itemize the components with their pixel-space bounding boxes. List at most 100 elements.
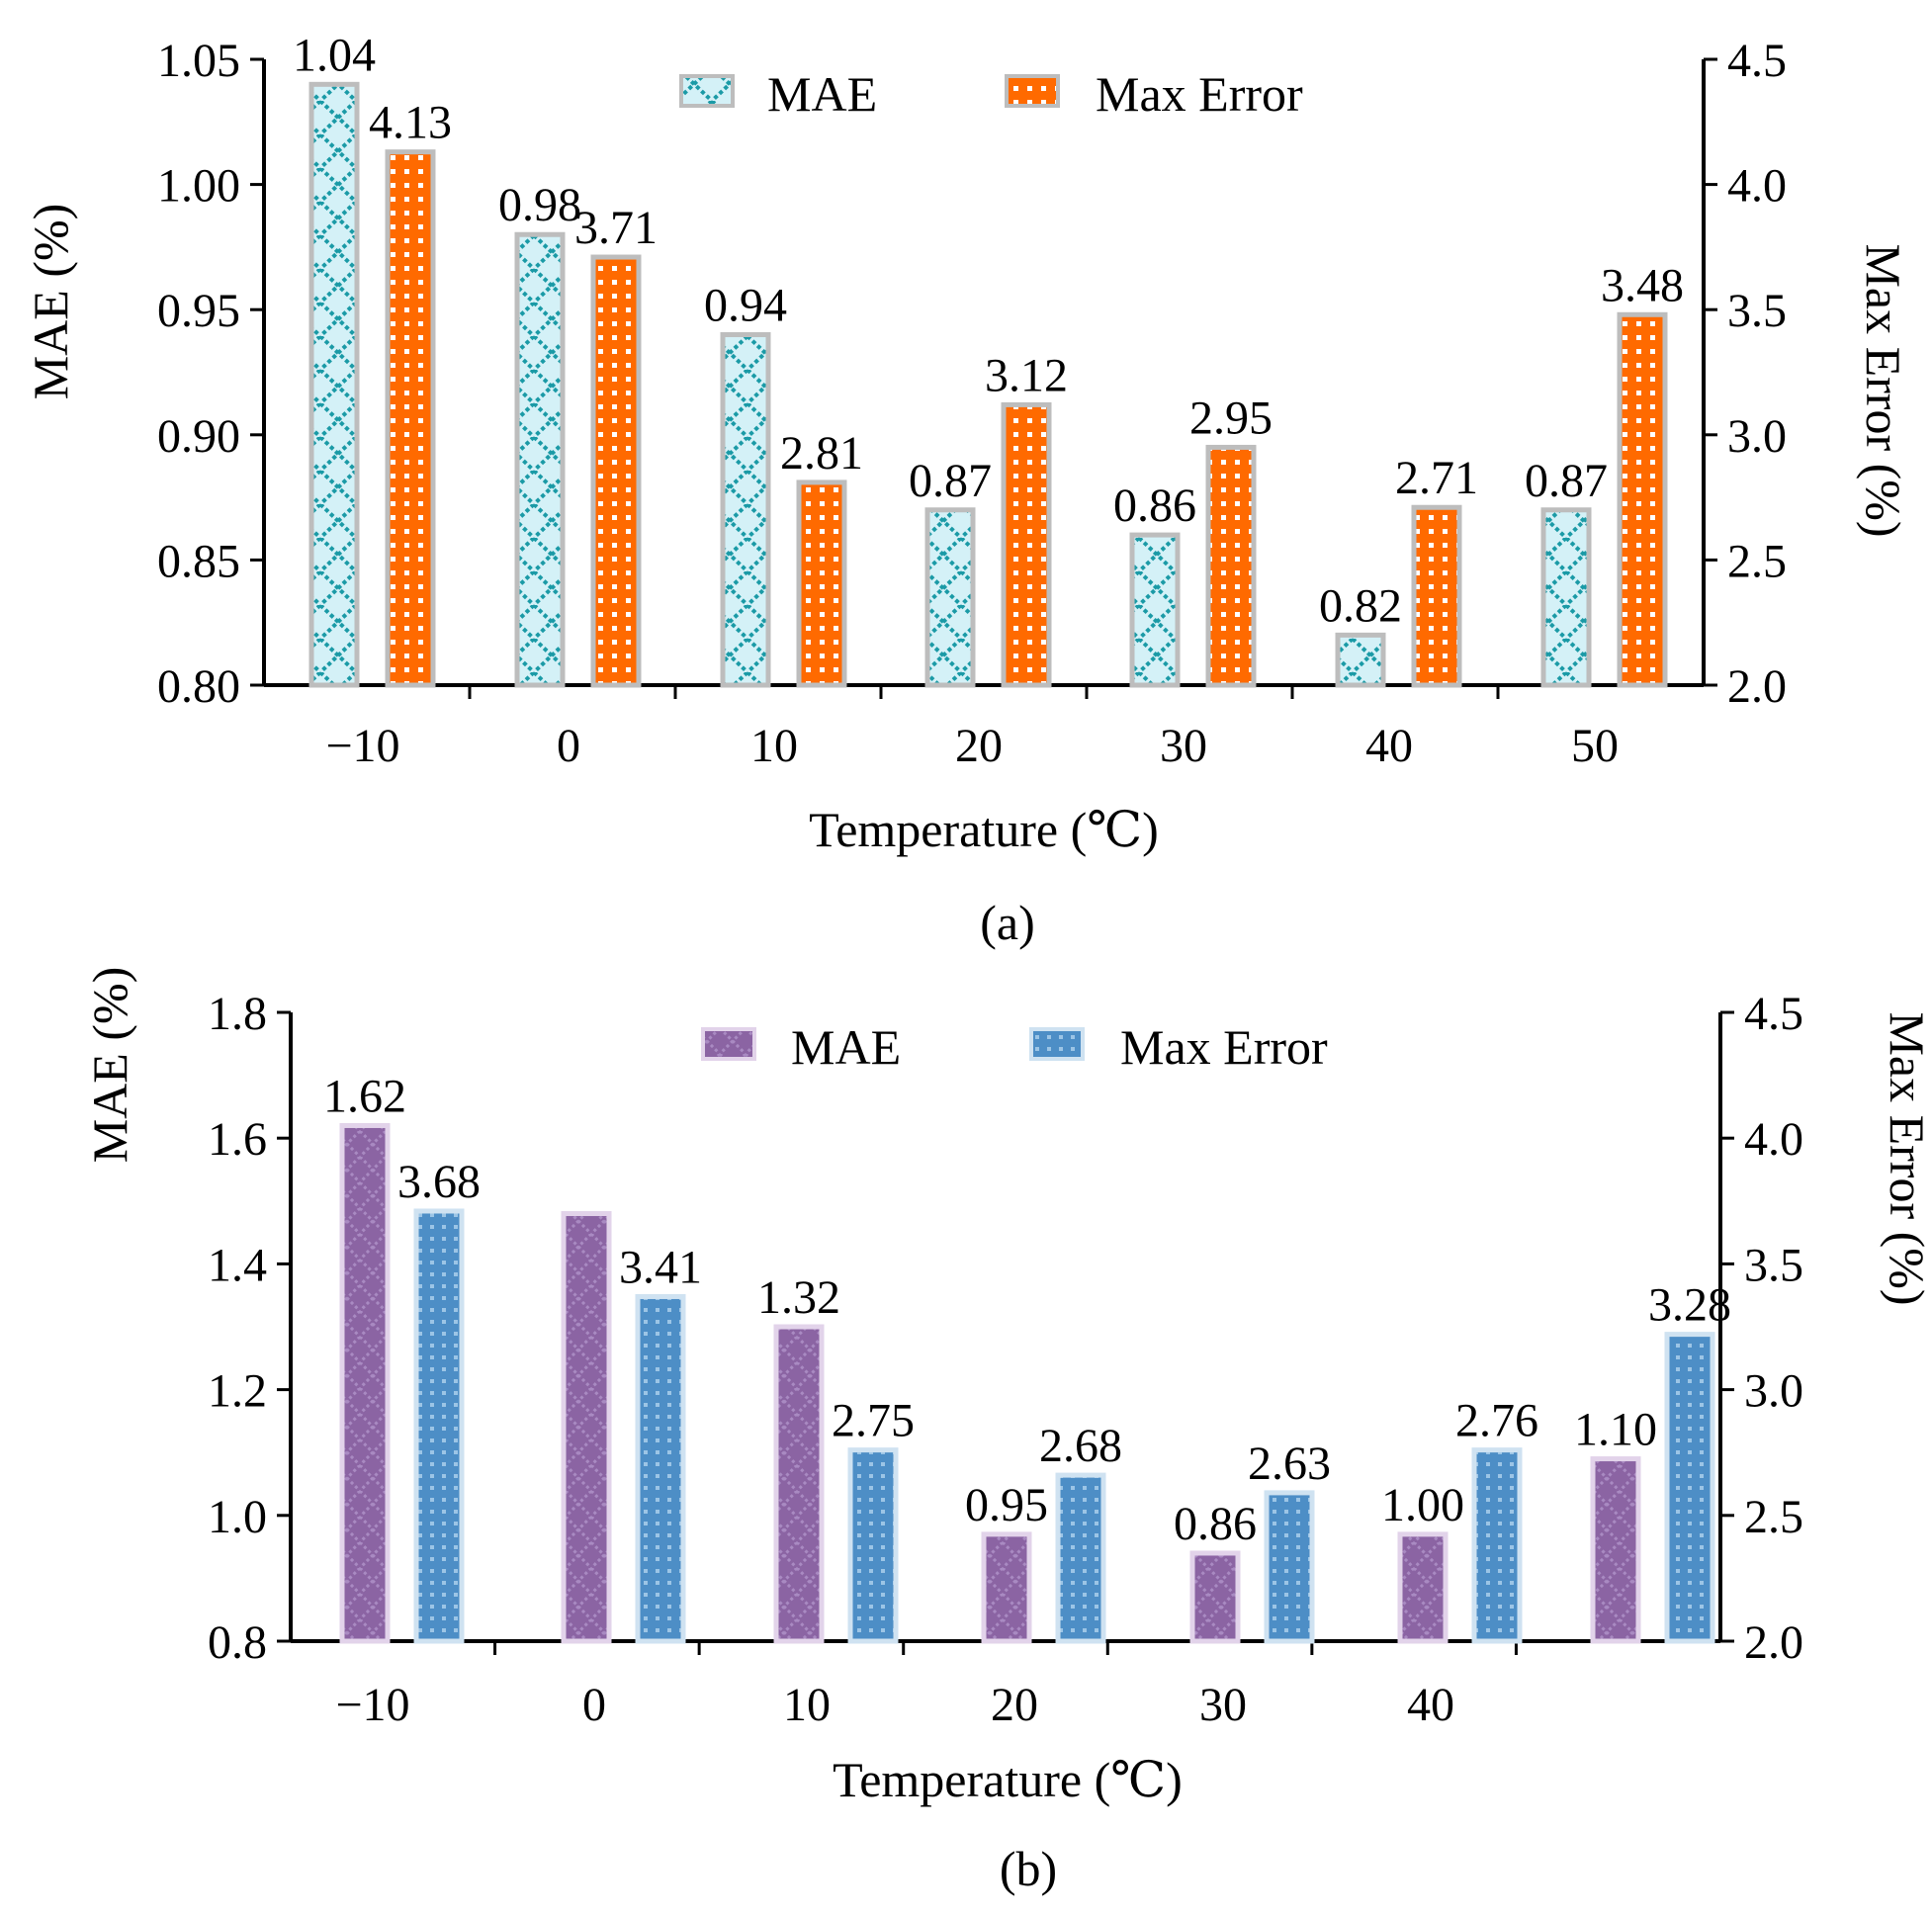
data-label-mae: 0.82 xyxy=(1319,579,1402,632)
bars-panel-b xyxy=(339,1122,1715,1644)
y-tick-label-right: 2.5 xyxy=(1727,535,1787,587)
data-label-max-error: 4.13 xyxy=(369,97,452,149)
axes-panel-b: 0.8 1.0 1.2 1.4 1.6 1.8 2.0 2.5 3.0 3.5 4.0 4.5 −10 0… xyxy=(208,988,1803,1731)
data-label-max-error: 3.68 xyxy=(397,1156,481,1208)
bar-max-error xyxy=(635,1293,686,1644)
y-tick-label-right: 4.5 xyxy=(1727,35,1787,87)
data-label-mae: 1.62 xyxy=(323,1070,406,1122)
bars-panel-a xyxy=(308,81,1668,688)
x-axis-title-a: Temperature (℃) xyxy=(809,802,1159,857)
x-tick-label: −10 xyxy=(325,720,399,772)
legend-swatch-mae-a xyxy=(679,74,735,108)
bar-max-error xyxy=(1617,311,1668,688)
bar-max-error xyxy=(1471,1447,1523,1644)
data-label-max-error: 3.12 xyxy=(985,349,1068,401)
x-tick-label: 50 xyxy=(1571,720,1619,772)
legend-label-mae-a: MAE xyxy=(767,66,877,122)
data-label-max-error: 3.48 xyxy=(1601,259,1684,311)
bar-mae xyxy=(720,332,771,688)
chart-panel-a: 0.80 0.85 0.90 0.95 1.00 1.05 2.0 2.5 3.0 3.5 4.0 4… xyxy=(23,29,1911,950)
bar-mae xyxy=(514,231,566,688)
x-tick-label: 30 xyxy=(1160,720,1207,772)
y-tick-label-left: 0.8 xyxy=(208,1616,267,1669)
legend-b: MAE Max Error xyxy=(701,1019,1328,1075)
bar-mae xyxy=(981,1531,1032,1644)
x-tick-label: 30 xyxy=(1199,1679,1247,1731)
data-label-mae: 1.32 xyxy=(757,1271,840,1324)
bar-mae xyxy=(1540,507,1592,688)
y-axis-title-right-a: Max Error (%) xyxy=(1856,243,1911,537)
x-tick-label: −10 xyxy=(335,1679,409,1731)
y-tick-label-right: 4.0 xyxy=(1744,1113,1803,1166)
data-label-max-error: 2.75 xyxy=(832,1395,915,1447)
y-axis-title-right-b: Max Error (%) xyxy=(1880,1011,1932,1305)
legend-swatch-max-b xyxy=(1029,1027,1085,1061)
y-tick-label-left: 1.4 xyxy=(208,1239,267,1291)
y-tick-label-left: 0.95 xyxy=(157,285,240,337)
data-labels-panel-b: 1.62 1.32 0.95 0.86 1.00 1.10 3.68 3.41 2.75 2.68… xyxy=(323,1070,1731,1549)
data-label-mae: 0.95 xyxy=(965,1479,1048,1531)
data-label-mae: 1.04 xyxy=(293,29,376,81)
axes-panel-a: 0.80 0.85 0.90 0.95 1.00 1.05 2.0 2.5 3.0 3.5 4.0 4… xyxy=(157,35,1787,772)
x-tick-label: 0 xyxy=(582,1679,606,1731)
bar-max-error xyxy=(1001,401,1052,688)
bar-mae xyxy=(1590,1456,1641,1644)
y-tick-label-left: 1.6 xyxy=(208,1113,267,1166)
x-tick-label: 40 xyxy=(1407,1679,1454,1731)
legend-label-mae-b: MAE xyxy=(791,1019,901,1075)
bar-mae xyxy=(1129,532,1181,688)
y-tick-label-left: 1.8 xyxy=(208,988,267,1040)
bar-mae xyxy=(561,1211,612,1644)
bar-mae xyxy=(339,1122,391,1644)
bar-max-error xyxy=(1055,1472,1106,1644)
y-tick-label-right: 2.0 xyxy=(1744,1616,1803,1669)
chart-panel-b: 0.8 1.0 1.2 1.4 1.6 1.8 2.0 2.5 3.0 3.5 4.0 4.5 −10 0… xyxy=(82,967,1932,1896)
y-axis-title-left-b: MAE (%) xyxy=(82,967,137,1164)
bar-mae xyxy=(1189,1550,1241,1644)
legend-swatch-max-a xyxy=(1005,74,1060,108)
data-label-max-error: 3.71 xyxy=(574,202,658,254)
y-tick-label-left: 0.90 xyxy=(157,410,240,463)
data-label-mae: 0.98 xyxy=(498,179,581,231)
x-tick-label: 20 xyxy=(955,720,1003,772)
bar-max-error xyxy=(1664,1332,1715,1644)
data-label-mae: 1.00 xyxy=(1381,1479,1464,1531)
y-tick-label-left: 0.85 xyxy=(157,535,240,587)
data-label-mae: 1.10 xyxy=(1574,1404,1657,1456)
bar-max-error xyxy=(1264,1490,1315,1644)
data-label-max-error: 2.71 xyxy=(1395,452,1478,504)
y-tick-label-left: 1.05 xyxy=(157,35,240,87)
bar-max-error xyxy=(847,1447,899,1644)
legend-swatch-mae-b xyxy=(701,1027,756,1061)
data-label-max-error: 3.28 xyxy=(1648,1279,1731,1332)
x-axis-title-b: Temperature (℃) xyxy=(833,1752,1183,1807)
data-label-max-error: 2.95 xyxy=(1189,392,1273,444)
data-label-mae: 0.87 xyxy=(1525,455,1608,507)
y-axis-title-left-a: MAE (%) xyxy=(23,204,78,400)
data-label-mae: 0.86 xyxy=(1113,479,1196,532)
legend-label-max-a: Max Error xyxy=(1096,66,1303,122)
panel-caption-a: (a) xyxy=(980,895,1035,950)
panel-caption-b: (b) xyxy=(1000,1841,1057,1896)
bar-max-error xyxy=(413,1208,465,1644)
bar-max-error xyxy=(1411,504,1462,688)
bar-mae xyxy=(1397,1531,1449,1644)
x-tick-label: 0 xyxy=(557,720,580,772)
y-tick-label-right: 2.5 xyxy=(1744,1491,1803,1543)
bar-mae xyxy=(1335,632,1386,688)
data-label-mae: 0.86 xyxy=(1174,1498,1257,1550)
data-label-max-error: 2.76 xyxy=(1455,1395,1538,1447)
y-tick-label-left: 1.2 xyxy=(208,1365,267,1418)
legend-label-max-b: Max Error xyxy=(1120,1019,1328,1075)
y-tick-label-left: 0.80 xyxy=(157,660,240,713)
bar-mae xyxy=(773,1324,825,1644)
y-tick-label-right: 3.5 xyxy=(1727,285,1787,337)
bar-max-error xyxy=(796,479,847,688)
x-tick-label: 10 xyxy=(783,1679,831,1731)
legend-a: MAE Max Error xyxy=(679,66,1303,122)
data-label-max-error: 2.63 xyxy=(1248,1438,1331,1490)
data-label-mae: 0.94 xyxy=(704,280,787,332)
data-label-max-error: 3.41 xyxy=(619,1241,702,1293)
bar-mae xyxy=(924,507,976,688)
